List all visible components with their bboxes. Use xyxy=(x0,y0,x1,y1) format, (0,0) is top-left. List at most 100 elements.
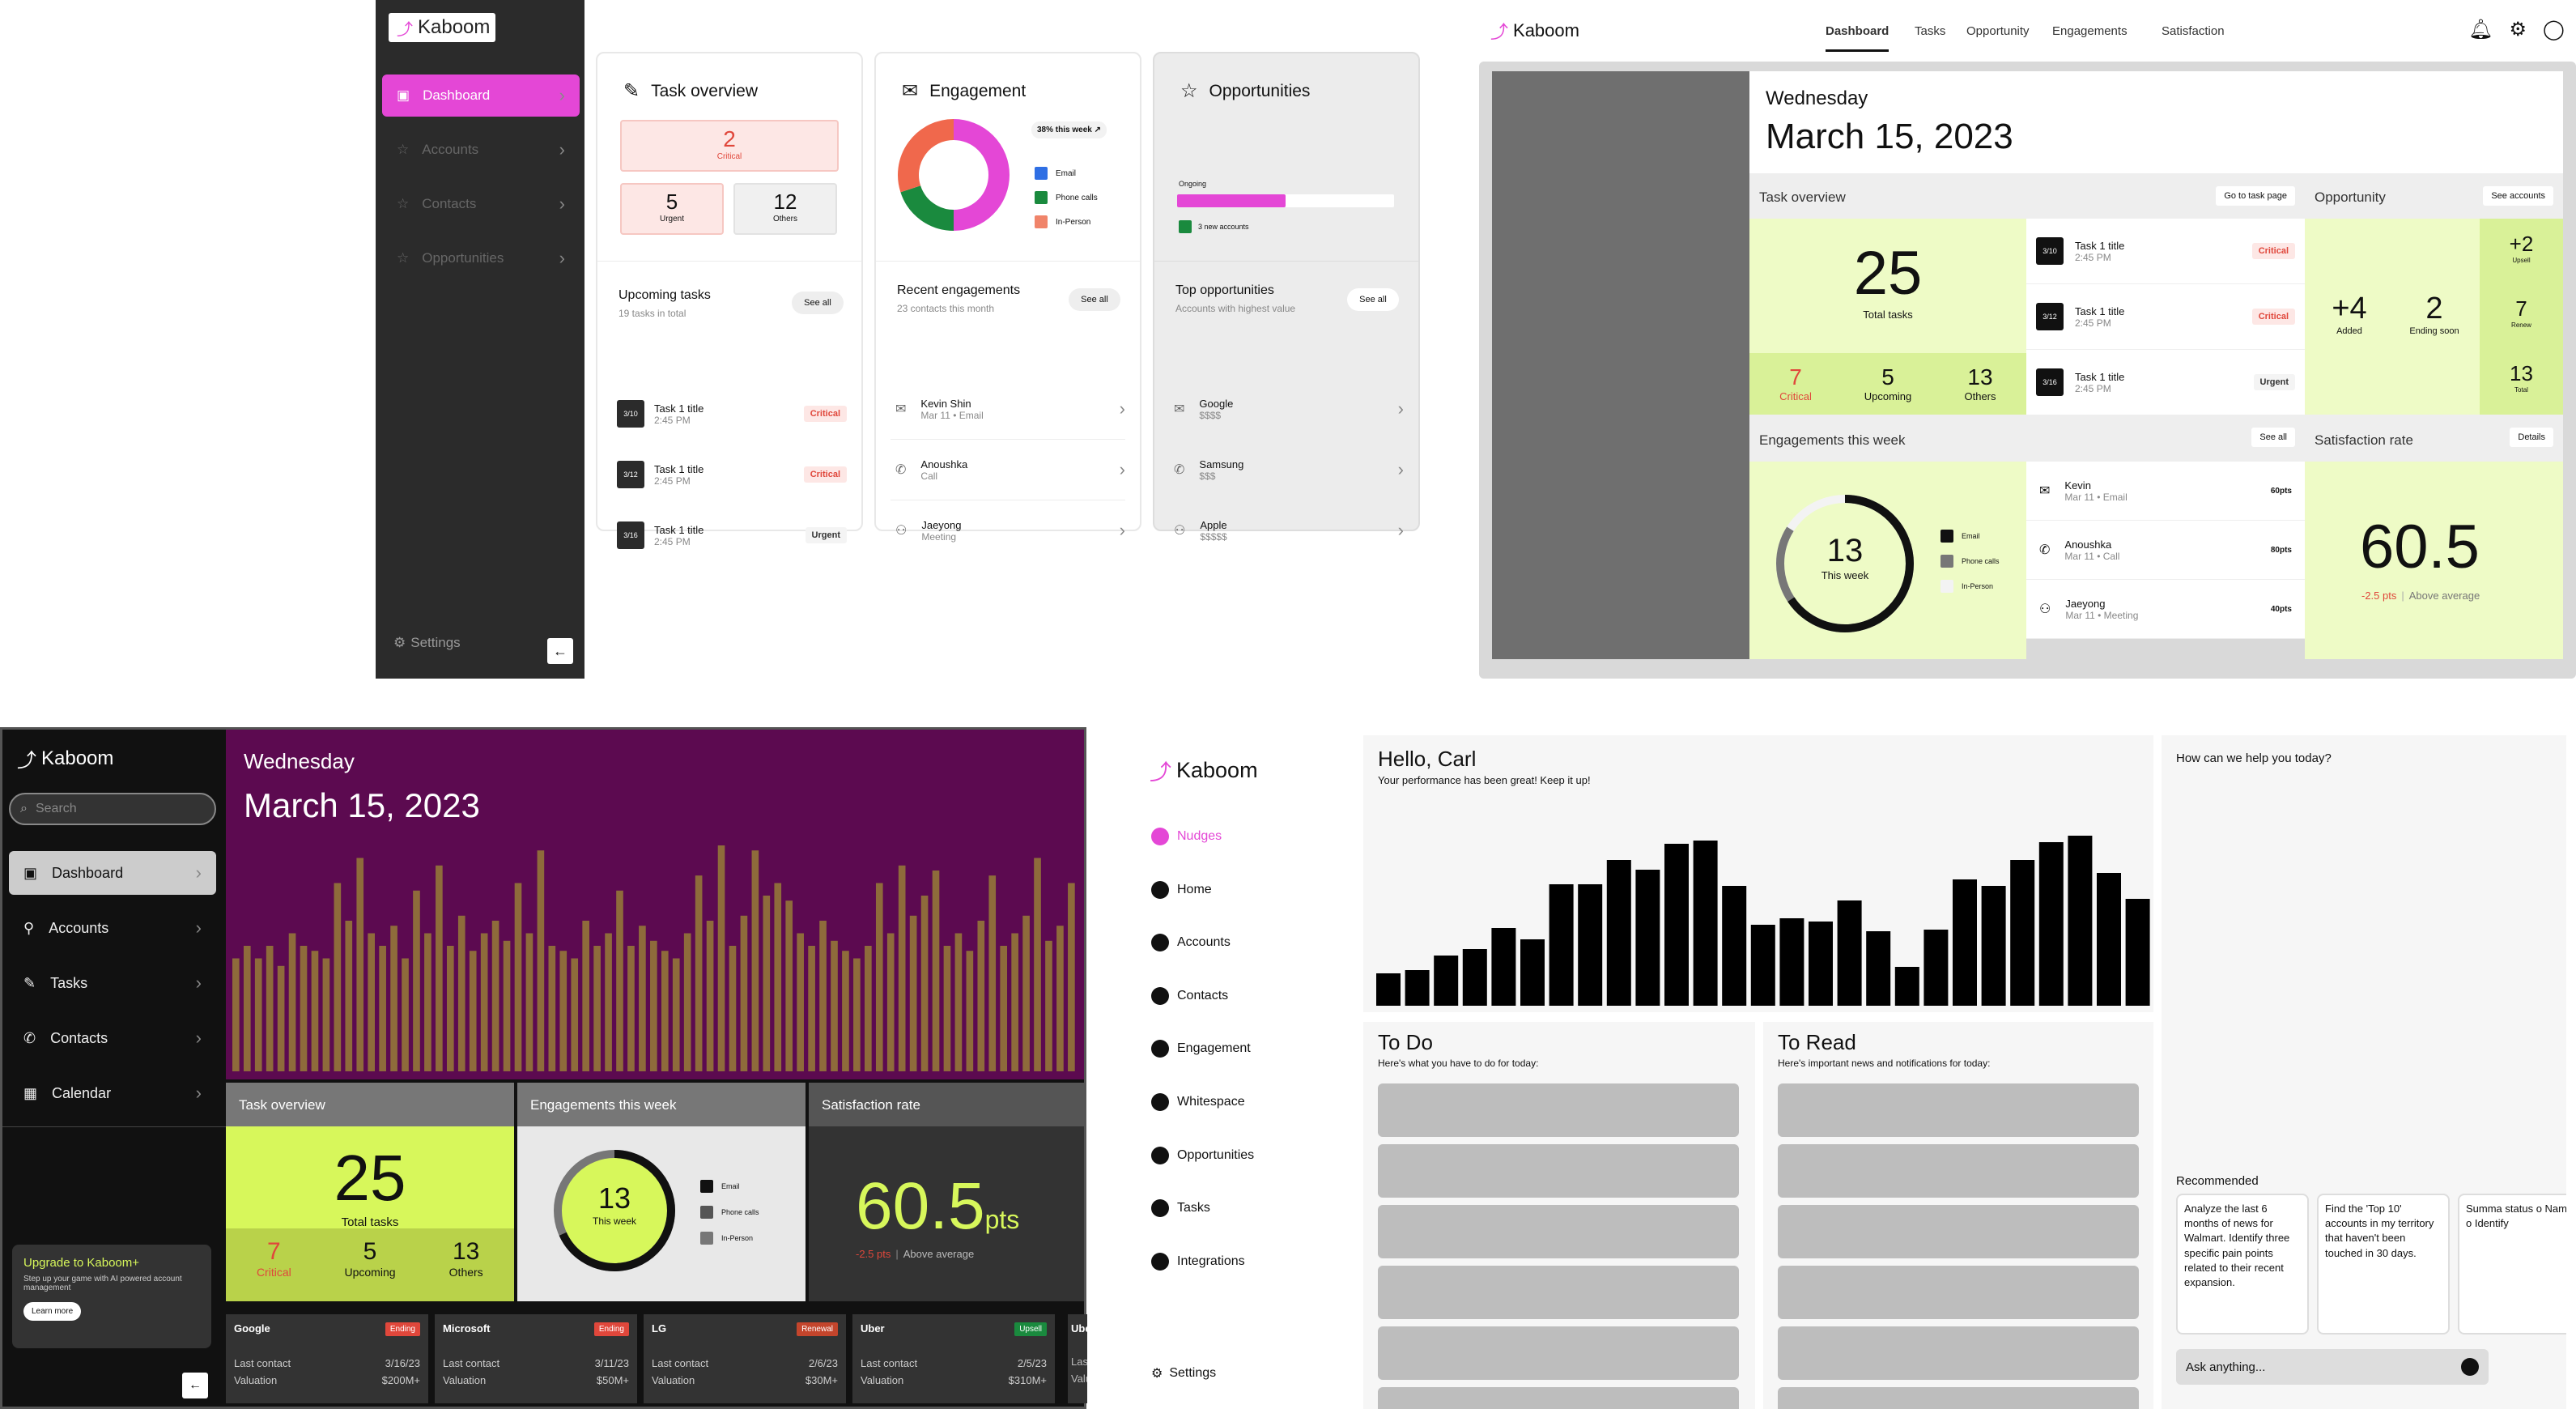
performance-bar xyxy=(1693,841,1718,1006)
activity-bar xyxy=(582,921,589,1071)
send-icon[interactable] xyxy=(2461,1358,2479,1376)
see-all-button[interactable]: See all xyxy=(792,292,844,314)
others-stat[interactable]: 13 Others xyxy=(448,1238,483,1279)
others-tile[interactable]: 12 Others xyxy=(733,183,837,235)
ask-input[interactable]: Ask anything... xyxy=(2176,1349,2489,1385)
nav-item-opportunities[interactable]: Opportunities xyxy=(1151,1146,1254,1164)
account-card[interactable]: Microsoft Ending Last contact 3/11/23 Valuat… xyxy=(435,1314,637,1403)
placeholder-card[interactable] xyxy=(1378,1326,1739,1380)
task-row[interactable]: 3/10 Task 1 title 2:45 PM Critical xyxy=(617,394,847,434)
list-item[interactable]: ⚇ Apple $$$$$ › xyxy=(1174,518,1404,543)
see-all-button[interactable]: See all xyxy=(1069,288,1120,311)
performance-bar xyxy=(1549,884,1574,1006)
ending-soon-stat[interactable]: 2 Ending soon xyxy=(2409,292,2459,336)
upcoming-stat[interactable]: 5 Upcoming xyxy=(344,1238,396,1279)
nav-item-engagement[interactable]: Engagement xyxy=(1151,1040,1251,1058)
see-all-button[interactable]: See all xyxy=(2251,428,2295,447)
go-to-task-page-button[interactable]: Go to task page xyxy=(2216,186,2295,206)
upsell-stat[interactable]: +2 Upsell xyxy=(2509,232,2534,264)
nav-item-home[interactable]: Home xyxy=(1151,880,1212,899)
logo[interactable]: ⤴ Kaboom xyxy=(17,744,113,773)
recommendation-card[interactable]: Find the 'Top 10' accounts in my territo… xyxy=(2317,1194,2450,1335)
placeholder-card[interactable] xyxy=(1778,1083,2139,1137)
learn-more-button[interactable]: Learn more xyxy=(23,1302,82,1321)
account-card[interactable]: Uber Upsell Last contact 2/5/23 Valuation $31… xyxy=(852,1314,1055,1403)
total-stat[interactable]: 13 Total xyxy=(2510,361,2533,394)
critical-stat[interactable]: 7 Critical xyxy=(1779,364,1812,402)
nav-item-integrations[interactable]: Integrations xyxy=(1151,1252,1245,1271)
placeholder-card[interactable] xyxy=(1378,1205,1739,1258)
sidebar-item-contacts[interactable]: ✆ Contacts › xyxy=(23,1028,202,1048)
list-item[interactable]: ✆ Samsung $$$ › xyxy=(1174,458,1404,482)
engagement-ring xyxy=(1776,495,1914,632)
user-icon[interactable]: ◯ xyxy=(2542,19,2565,40)
gear-icon[interactable]: ⚙ xyxy=(2509,19,2527,40)
nav-item-contacts[interactable]: Contacts xyxy=(1151,986,1228,1005)
engagement-row[interactable]: ✉ Kevin Mar 11 • Email 60pts xyxy=(2026,462,2305,521)
placeholder-card[interactable] xyxy=(1378,1266,1739,1319)
task-row[interactable]: 3/16 Task 1 title 2:45 PM Urgent xyxy=(2026,350,2305,415)
list-item[interactable]: ✆ Anoushka Call › xyxy=(895,458,1125,482)
urgent-tile[interactable]: 5 Urgent xyxy=(620,183,724,235)
sidebar-item-contacts[interactable]: ☆ Contacts › xyxy=(397,194,565,214)
task-row[interactable]: 3/10 Task 1 title 2:45 PM Critical xyxy=(2026,219,2305,284)
task-row[interactable]: 3/12 Task 1 title 2:45 PM Critical xyxy=(617,454,847,495)
critical-tile[interactable]: 2 Critical xyxy=(620,120,839,172)
tab-satisfaction[interactable]: Satisfaction xyxy=(2162,24,2225,38)
bell-icon[interactable]: 🔔︎ xyxy=(2468,19,2493,40)
task-row[interactable]: 3/12 Task 1 title 2:45 PM Critical xyxy=(2026,284,2305,350)
list-item[interactable]: ⚇ Jaeyong Meeting › xyxy=(895,518,1125,543)
sidebar-item-opportunities[interactable]: ☆ Opportunities › xyxy=(397,248,565,268)
list-item[interactable]: ✉ Google $$$$ › xyxy=(1174,397,1404,421)
tab-engagements[interactable]: Engagements xyxy=(2052,24,2128,38)
nav-item-tasks[interactable]: Tasks xyxy=(1151,1199,1210,1218)
engagement-row[interactable]: ✆ Anoushka Mar 11 • Call 80pts xyxy=(2026,521,2305,580)
nav-item-whitespace[interactable]: Whitespace xyxy=(1151,1093,1245,1111)
critical-stat[interactable]: 7 Critical xyxy=(256,1238,291,1279)
see-all-button[interactable]: See all xyxy=(1347,288,1399,311)
placeholder-card[interactable] xyxy=(1778,1387,2139,1409)
others-stat[interactable]: 13 Others xyxy=(1964,364,1996,402)
placeholder-card[interactable] xyxy=(1378,1083,1739,1137)
task-row[interactable]: 3/16 Task 1 title 2:45 PM Urgent xyxy=(617,515,847,556)
settings-link[interactable]: ⚙ Settings xyxy=(1151,1366,1217,1381)
sidebar-item-accounts[interactable]: ⚲ Accounts › xyxy=(23,917,202,938)
tab-opportunity[interactable]: Opportunity xyxy=(1966,24,2030,38)
renew-stat[interactable]: 7 Renew xyxy=(2511,296,2531,329)
placeholder-card[interactable] xyxy=(1778,1205,2139,1258)
placeholder-card[interactable] xyxy=(1378,1387,1739,1409)
logo[interactable]: ⤴ Kaboom xyxy=(389,13,495,42)
sidebar-item-dashboard[interactable]: ▣ Dashboard › xyxy=(382,74,580,117)
tab-tasks[interactable]: Tasks xyxy=(1915,24,1946,38)
added-stat[interactable]: +4 Added xyxy=(2332,292,2367,336)
list-item[interactable]: ✉ Kevin Shin Mar 11 • Email › xyxy=(895,397,1125,421)
sidebar-item-tasks[interactable]: ✎ Tasks › xyxy=(23,973,202,993)
search-input[interactable]: ⌕ Search xyxy=(9,793,216,825)
account-card[interactable]: Google Ending Last contact 3/16/23 Valuation… xyxy=(226,1314,428,1403)
upcoming-stat[interactable]: 5 Upcoming xyxy=(1864,364,1912,402)
logo[interactable]: ⤴ Kaboom xyxy=(1490,18,1579,44)
account-card[interactable]: LG Renewal Last contact 2/6/23 Valuation $30M… xyxy=(644,1314,846,1403)
nav-item-nudges[interactable]: Nudges xyxy=(1151,828,1222,845)
sidebar-item-calendar[interactable]: ▦ Calendar › xyxy=(23,1083,202,1103)
recommendation-card[interactable]: Summa status o Name] o Identify xyxy=(2458,1194,2566,1335)
recommendation-card[interactable]: Analyze the last 6 months of news for Wa… xyxy=(2176,1194,2309,1335)
placeholder-card[interactable] xyxy=(1778,1326,2139,1380)
sidebar-item-accounts[interactable]: ☆ Accounts › xyxy=(397,139,565,160)
activity-bar xyxy=(819,921,827,1071)
nav-item-accounts[interactable]: Accounts xyxy=(1151,934,1231,952)
sidebar-item-dashboard[interactable]: ▣ Dashboard › xyxy=(9,851,216,895)
placeholder-card[interactable] xyxy=(1778,1144,2139,1198)
opportunity-title: Opportunity xyxy=(2315,189,2386,205)
see-accounts-button[interactable]: See accounts xyxy=(2483,186,2553,206)
activity-bar xyxy=(740,915,748,1071)
details-button[interactable]: Details xyxy=(2510,428,2553,447)
placeholder-card[interactable] xyxy=(1778,1266,2139,1319)
placeholder-card[interactable] xyxy=(1378,1144,1739,1198)
engagement-row[interactable]: ⚇ Jaeyong Mar 11 • Meeting 40pts xyxy=(2026,580,2305,639)
collapse-button[interactable]: ← xyxy=(547,638,573,664)
collapse-button[interactable]: ← xyxy=(182,1373,208,1398)
tab-dashboard[interactable]: Dashboard xyxy=(1826,24,1889,52)
logo[interactable]: ⤴ Kaboom xyxy=(1150,755,1258,786)
settings-link[interactable]: ⚙ Settings xyxy=(393,635,461,650)
